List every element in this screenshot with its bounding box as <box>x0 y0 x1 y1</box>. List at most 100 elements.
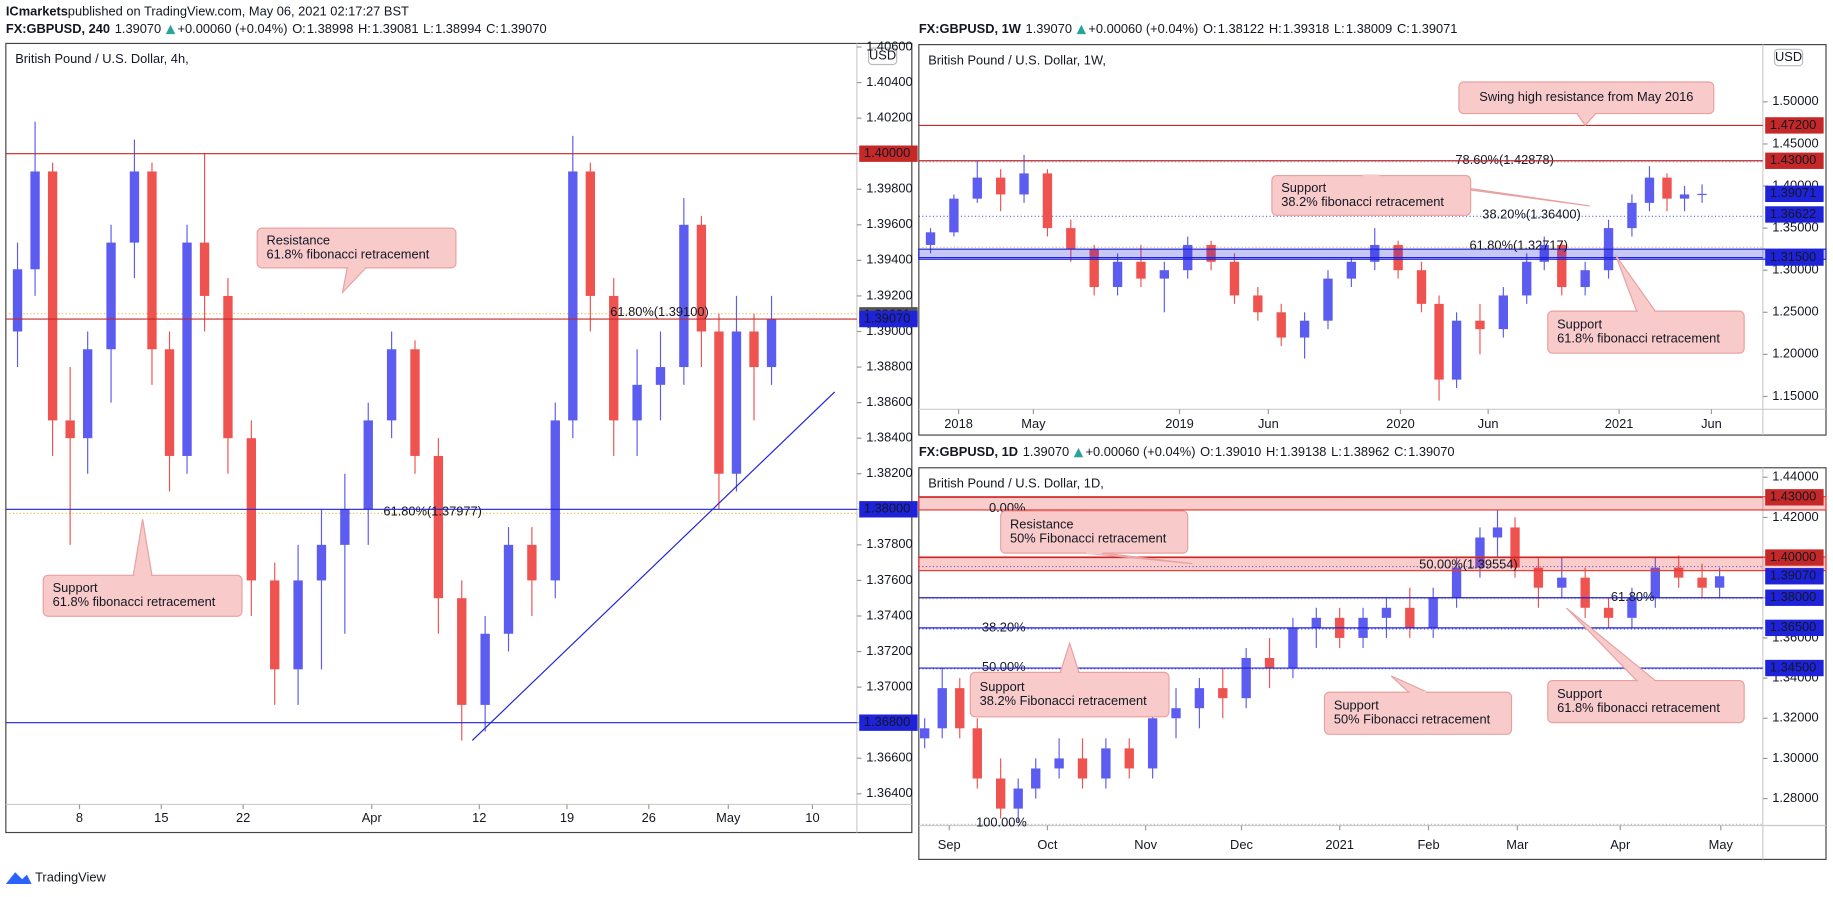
candle-body <box>1557 577 1567 588</box>
price-tag <box>859 310 918 328</box>
candle-body <box>585 171 596 296</box>
panel-frame <box>918 467 1827 860</box>
candle-body <box>1428 597 1438 628</box>
info-text: FX:GBPUSD, 1D <box>919 444 1018 459</box>
y-tick-label: 1.37000 <box>866 678 912 693</box>
candle-body <box>1054 758 1064 769</box>
info-text: 1.39138 <box>1280 444 1326 459</box>
price-tag-label: 1.36800 <box>864 714 910 729</box>
y-tick-label: 1.38800 <box>866 358 912 373</box>
candle-body <box>1089 249 1099 288</box>
callout-text: 50% Fibonacci retracement <box>1334 712 1491 727</box>
candle-body <box>1580 270 1590 288</box>
candle-body <box>1147 718 1158 769</box>
info-text: 1.39318 <box>1283 21 1329 36</box>
price-tag <box>1765 568 1824 585</box>
chart-panel: FX:GBPUSD, 240 1.39070 +0.00060 (+0.04%) O:… <box>5 21 918 834</box>
candle-body <box>1031 768 1041 789</box>
candle-body <box>527 544 537 581</box>
price-tag <box>859 714 918 731</box>
candle-body <box>480 633 490 705</box>
x-tick-label: Dec <box>1230 837 1253 852</box>
candle-body <box>1697 577 1707 588</box>
y-tick-label: 1.35000 <box>1772 220 1818 235</box>
price-tag-label: 1.40000 <box>864 145 910 160</box>
info-text: 1.39070 <box>500 21 546 36</box>
price-tag <box>1765 117 1824 134</box>
price-tag <box>1765 659 1824 677</box>
zone <box>918 496 1827 511</box>
y-tick-label: 1.45000 <box>1772 135 1818 150</box>
candle-body <box>1627 202 1637 229</box>
x-tick-label: 2021 <box>1605 416 1634 431</box>
x-tick-label: Apr <box>1610 837 1631 852</box>
info-text: L: <box>1331 444 1342 459</box>
candle-body <box>386 349 397 421</box>
currency: USD <box>869 48 896 63</box>
panel-frame <box>918 44 1827 436</box>
candle-body <box>1381 607 1392 618</box>
y-tick-label: 1.39200 <box>866 287 912 302</box>
author: ICmarkets <box>6 3 68 18</box>
price-tag <box>1765 152 1824 169</box>
candle-body <box>1714 576 1725 588</box>
candle-body <box>1101 748 1111 779</box>
candle-body <box>1679 194 1690 199</box>
candle-body <box>995 778 1006 809</box>
callout-text: Support <box>53 580 98 595</box>
candle-body <box>679 224 689 368</box>
price-tag <box>859 501 918 518</box>
price-tag-label: 1.43000 <box>1770 489 1816 504</box>
candle-body <box>1603 607 1614 618</box>
candle-body <box>1539 244 1549 262</box>
currency-box <box>867 47 898 66</box>
candle-body <box>1229 261 1240 296</box>
candle-body <box>731 331 742 474</box>
fib-label: 61.80%(1.39100) <box>610 304 709 319</box>
x-tick-label: 2018 <box>944 416 973 431</box>
fib-label: 38.20% <box>982 619 1026 634</box>
x-tick-label: 8 <box>76 810 83 825</box>
candle-body <box>766 319 777 368</box>
info-text: 1.39070 <box>1026 21 1072 36</box>
y-tick-label: 1.39600 <box>866 216 912 231</box>
candle-body <box>749 331 759 368</box>
candle-body <box>1405 607 1415 628</box>
y-tick-label: 1.32000 <box>1772 710 1818 725</box>
callout-text: 61.8% fibonacci retracement <box>1557 331 1720 346</box>
candle-body <box>340 509 350 545</box>
candle-body <box>1042 173 1053 229</box>
info-text: O: <box>1203 21 1217 36</box>
candle-body <box>410 349 420 456</box>
x-tick-label: 2021 <box>1325 837 1354 852</box>
change-arrow <box>1076 24 1087 35</box>
candle-body <box>568 171 578 421</box>
candle-body <box>457 598 467 705</box>
info-text: 1.38122 <box>1218 21 1264 36</box>
callout-text: 50% Fibonacci retracement <box>1010 530 1167 545</box>
info-text: H: <box>1266 444 1279 459</box>
candle-body <box>1124 748 1134 769</box>
y-tick-label: 1.15000 <box>1772 388 1818 403</box>
candle-body <box>1580 577 1590 608</box>
candle-body <box>129 171 140 243</box>
chart-panel: FX:GBPUSD, 1W 1.39070 +0.00060 (+0.04%) O: 1… <box>918 21 1827 436</box>
candle-body <box>270 580 280 670</box>
callout-text: Support <box>1281 180 1326 195</box>
currency-box <box>1773 48 1804 67</box>
x-tick-label: Jun <box>1478 416 1499 431</box>
info-text: FX:GBPUSD, 240 <box>6 21 110 36</box>
x-tick-label: 26 <box>642 810 656 825</box>
x-tick-label: Jun <box>1258 416 1279 431</box>
candle-body <box>1434 303 1444 380</box>
candle-body <box>1264 657 1275 669</box>
candle-body <box>1492 527 1503 538</box>
price-tag <box>1765 249 1824 266</box>
x-tick-label: 2020 <box>1386 416 1415 431</box>
price-tag <box>1765 489 1824 506</box>
candle-body <box>147 171 157 350</box>
price-tag <box>1765 549 1824 566</box>
callout-text: Support <box>980 679 1025 694</box>
